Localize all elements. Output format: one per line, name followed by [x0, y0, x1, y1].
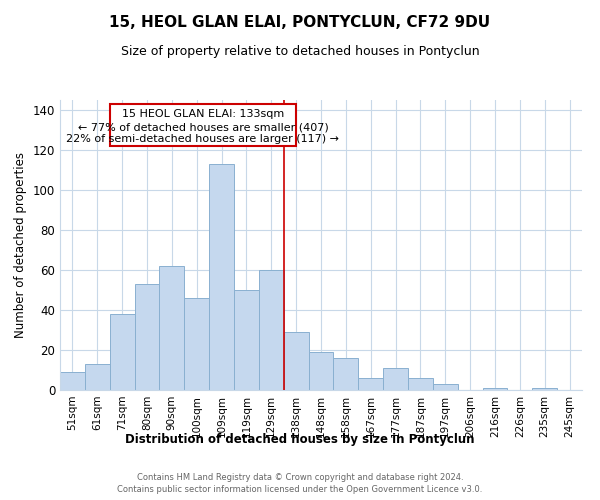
Bar — [284, 332, 308, 390]
Bar — [408, 378, 433, 390]
Bar — [334, 358, 358, 390]
Bar — [433, 384, 458, 390]
Bar — [358, 378, 383, 390]
Bar — [110, 314, 134, 390]
Bar — [532, 388, 557, 390]
Bar — [308, 352, 334, 390]
Bar — [60, 372, 85, 390]
Bar — [134, 284, 160, 390]
Text: Contains public sector information licensed under the Open Government Licence v3: Contains public sector information licen… — [118, 485, 482, 494]
Text: Contains HM Land Registry data © Crown copyright and database right 2024.: Contains HM Land Registry data © Crown c… — [137, 472, 463, 482]
Bar — [259, 270, 284, 390]
Bar — [209, 164, 234, 390]
Bar — [85, 364, 110, 390]
Text: 15, HEOL GLAN ELAI, PONTYCLUN, CF72 9DU: 15, HEOL GLAN ELAI, PONTYCLUN, CF72 9DU — [109, 15, 491, 30]
Text: Size of property relative to detached houses in Pontyclun: Size of property relative to detached ho… — [121, 45, 479, 58]
Text: 15 HEOL GLAN ELAI: 133sqm: 15 HEOL GLAN ELAI: 133sqm — [122, 109, 284, 119]
Bar — [482, 388, 508, 390]
Y-axis label: Number of detached properties: Number of detached properties — [14, 152, 27, 338]
Bar — [383, 368, 408, 390]
Text: Distribution of detached houses by size in Pontyclun: Distribution of detached houses by size … — [125, 432, 475, 446]
Bar — [160, 266, 184, 390]
Text: 22% of semi-detached houses are larger (117) →: 22% of semi-detached houses are larger (… — [67, 134, 340, 144]
Bar — [184, 298, 209, 390]
Bar — [234, 290, 259, 390]
FancyBboxPatch shape — [110, 104, 296, 146]
Text: ← 77% of detached houses are smaller (407): ← 77% of detached houses are smaller (40… — [77, 122, 328, 132]
